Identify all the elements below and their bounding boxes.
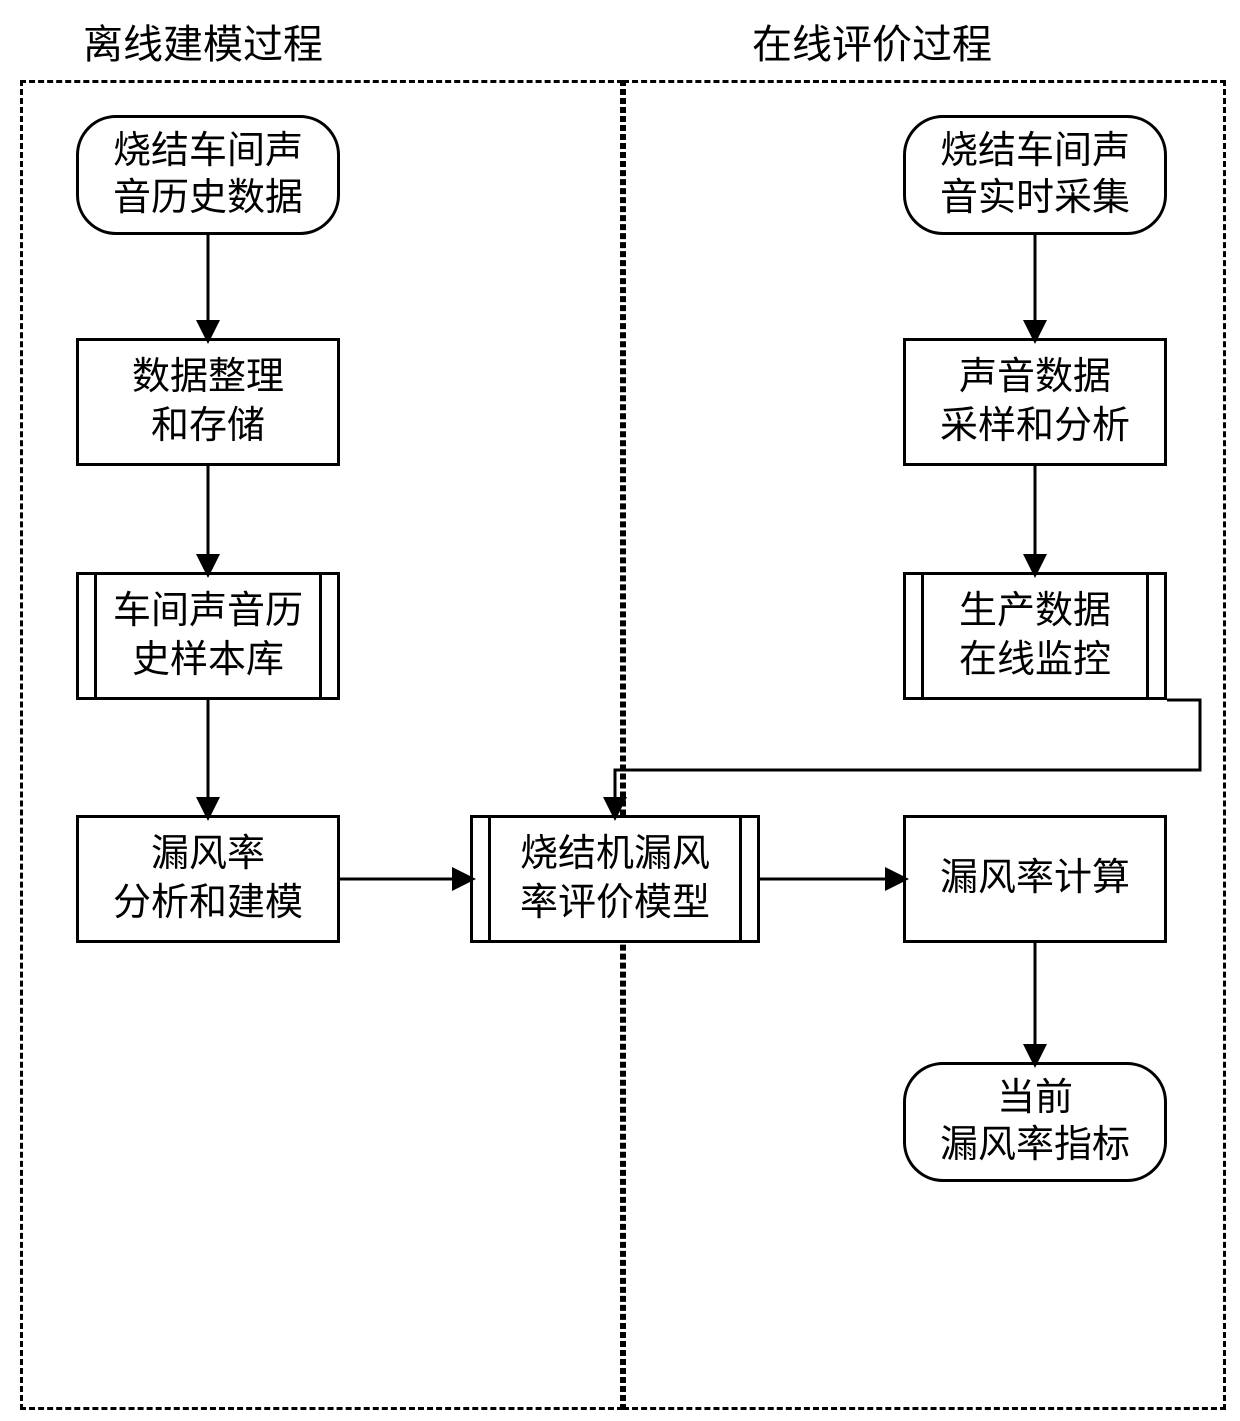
node-pd2-label: 烧结机漏风率评价模型 [520,830,710,929]
node-p1-label: 数据整理和存储 [132,353,284,452]
online-panel [623,80,1226,1410]
node-p2-label: 漏风率分析和建模 [113,830,303,929]
node-p3-label: 声音数据采样和分析 [940,353,1130,452]
offline-panel [20,80,623,1410]
header-right: 在线评价过程 [752,12,992,70]
node-t2-label: 烧结车间声音实时采集 [940,128,1130,223]
header-left: 离线建模过程 [83,12,323,70]
node-pd1-label: 车间声音历史样本库 [113,587,303,686]
node-p1-data-store: 数据整理和存储 [76,338,340,466]
node-p4-leak-calc: 漏风率计算 [903,815,1167,943]
node-t3-label: 当前漏风率指标 [940,1075,1130,1170]
node-pd1-sample-library: 车间声音历史样本库 [76,572,340,700]
node-pd3-label: 生产数据在线监控 [959,587,1111,686]
node-p2-analysis-model: 漏风率分析和建模 [76,815,340,943]
node-t1-label: 烧结车间声音历史数据 [113,128,303,223]
node-p4-label: 漏风率计算 [940,854,1130,903]
node-t3-current-index: 当前漏风率指标 [903,1062,1167,1182]
node-t2-realtime-collect: 烧结车间声音实时采集 [903,115,1167,235]
node-t1-history-data: 烧结车间声音历史数据 [76,115,340,235]
node-pd3-online-monitor: 生产数据在线监控 [903,572,1167,700]
node-pd2-eval-model: 烧结机漏风率评价模型 [470,815,760,943]
node-p3-sample-analyze: 声音数据采样和分析 [903,338,1167,466]
